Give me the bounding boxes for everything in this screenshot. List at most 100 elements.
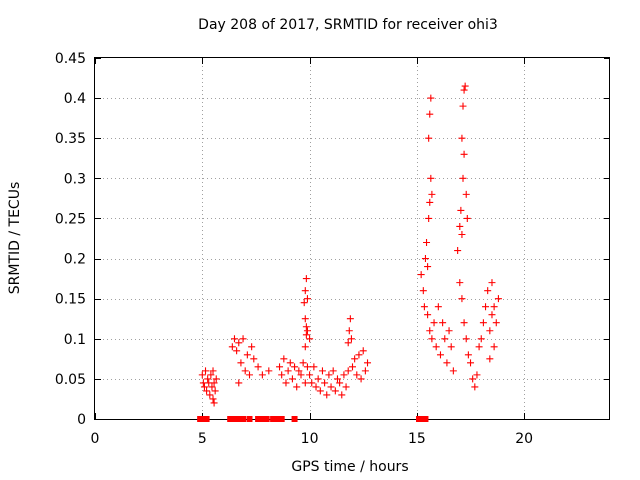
data-point — [459, 102, 467, 110]
data-point — [447, 343, 455, 351]
data-point — [425, 214, 433, 222]
data-point-zero — [270, 416, 277, 422]
x-tick-label: 15 — [408, 431, 426, 447]
data-point — [347, 335, 355, 343]
data-point — [460, 319, 468, 327]
data-point — [445, 327, 453, 335]
data-point — [461, 82, 469, 90]
data-point — [490, 303, 498, 311]
x-tick-label: 10 — [301, 431, 319, 447]
data-point — [361, 367, 369, 375]
data-point — [434, 303, 442, 311]
data-point — [310, 363, 318, 371]
data-point — [308, 379, 316, 387]
data-point-zero — [274, 416, 281, 422]
y-tick-label: 0.25 — [55, 211, 86, 227]
data-point — [430, 319, 438, 327]
data-point — [439, 319, 447, 327]
data-point — [355, 351, 363, 359]
data-point — [241, 367, 249, 375]
data-point — [426, 110, 434, 118]
data-point — [314, 375, 322, 383]
data-point-zero — [278, 416, 285, 422]
data-point — [312, 383, 320, 391]
y-tick-label: 0.1 — [64, 332, 86, 348]
data-point — [344, 367, 352, 375]
data-point — [209, 395, 217, 403]
data-point — [329, 367, 337, 375]
y-axis-label: SRMTID / TECUs — [7, 182, 23, 295]
data-point — [254, 363, 262, 371]
data-point — [278, 371, 286, 379]
data-point — [235, 339, 243, 347]
data-point — [443, 359, 451, 367]
data-point — [300, 299, 308, 307]
data-point — [258, 371, 266, 379]
data-point — [235, 379, 243, 387]
data-point — [469, 375, 477, 383]
data-point — [486, 355, 494, 363]
data-point-zero — [416, 416, 423, 422]
data-point — [230, 335, 238, 343]
data-point — [419, 287, 427, 295]
data-point — [351, 355, 359, 363]
data-point — [464, 351, 472, 359]
data-point — [475, 343, 483, 351]
data-point — [293, 383, 301, 391]
data-point — [424, 263, 432, 271]
y-tick-label: 0.15 — [55, 292, 86, 308]
data-point — [424, 311, 432, 319]
data-point — [210, 379, 218, 387]
data-point — [458, 134, 466, 142]
data-point — [228, 343, 236, 351]
data-point — [284, 367, 292, 375]
data-point — [316, 387, 324, 395]
data-point — [302, 331, 310, 339]
data-point — [462, 190, 470, 198]
data-point — [494, 295, 502, 303]
data-point — [209, 367, 217, 375]
x-tick-label: 0 — [91, 431, 100, 447]
data-point — [301, 343, 309, 351]
data-point — [265, 367, 273, 375]
data-point — [327, 383, 335, 391]
data-point-zero — [263, 416, 270, 422]
data-point — [364, 359, 372, 367]
data-point — [467, 359, 475, 367]
data-point — [427, 94, 435, 102]
data-point — [441, 335, 449, 343]
data-point — [426, 327, 434, 335]
data-point — [318, 367, 326, 375]
data-point — [243, 351, 251, 359]
data-point — [301, 287, 309, 295]
data-point — [344, 339, 352, 347]
data-point — [436, 351, 444, 359]
data-point — [288, 375, 296, 383]
data-point — [479, 319, 487, 327]
data-point-zero — [235, 416, 242, 422]
data-point — [359, 347, 367, 355]
chart-title: Day 208 of 2017, SRMTID for receiver ohi… — [198, 17, 498, 33]
data-point — [239, 335, 247, 343]
data-point — [460, 150, 468, 158]
data-point — [246, 371, 253, 379]
tick-layer: 0 5 10 15 20 0 0.05 0.1 0.15 0.2 0.25 0.3 0.35 0.4 0.4… — [55, 51, 610, 447]
data-point — [428, 190, 436, 198]
data-point — [203, 387, 211, 395]
data-point — [421, 255, 429, 263]
data-point — [210, 399, 218, 407]
data-point — [357, 375, 365, 383]
data-point — [456, 279, 464, 287]
data-point — [321, 379, 329, 387]
data-point — [295, 367, 303, 375]
data-point — [207, 371, 215, 379]
data-point-zero — [259, 416, 266, 422]
x-tick-label: 20 — [515, 431, 533, 447]
data-point — [426, 198, 434, 206]
data-point — [250, 355, 258, 363]
data-point-zero — [240, 416, 247, 422]
y-tick-label: 0.4 — [64, 91, 86, 107]
y-tick-label: 0.45 — [55, 51, 86, 67]
data-point — [463, 214, 471, 222]
